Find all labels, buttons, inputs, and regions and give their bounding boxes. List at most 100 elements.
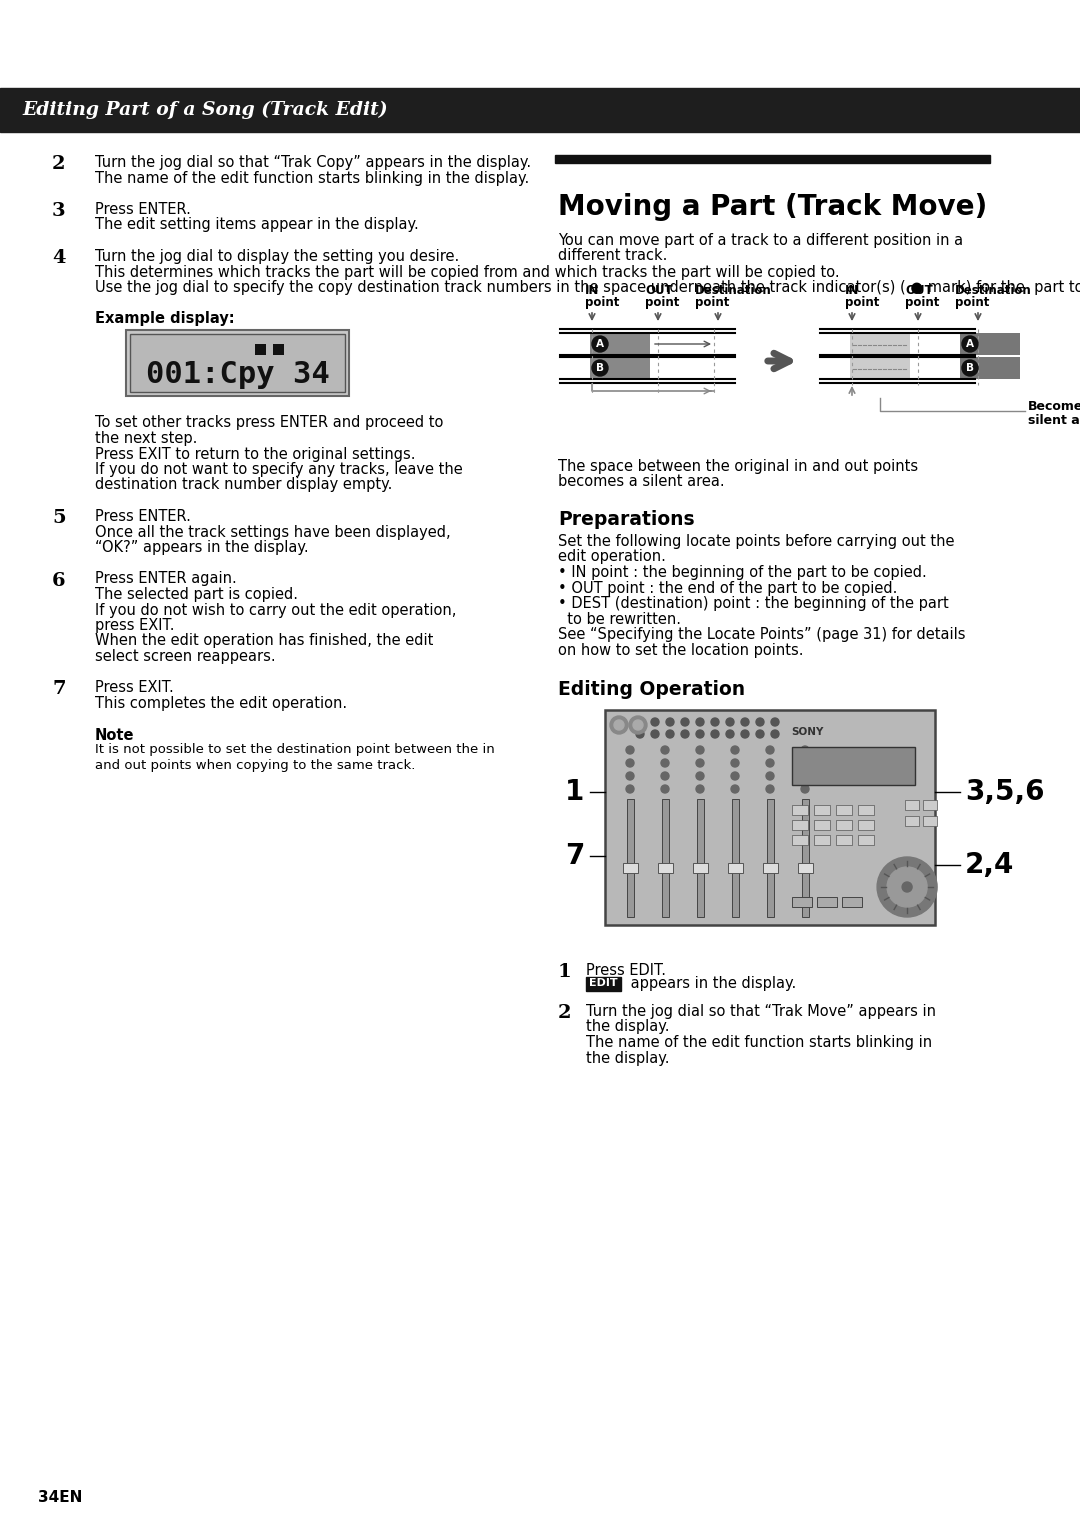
Bar — [792, 805, 808, 814]
Text: the display.: the display. — [586, 1051, 670, 1065]
Text: When the edit operation has finished, the edit: When the edit operation has finished, th… — [95, 634, 433, 648]
Bar — [0, 89, 1080, 131]
Text: 1: 1 — [558, 963, 571, 981]
Bar — [813, 834, 829, 845]
Text: the display.: the display. — [586, 1019, 670, 1034]
Circle shape — [741, 718, 750, 726]
Text: The name of the edit function starts blinking in: The name of the edit function starts bli… — [586, 1034, 932, 1050]
Text: 2,4: 2,4 — [966, 851, 1014, 879]
Circle shape — [592, 361, 608, 376]
Circle shape — [801, 759, 809, 767]
Text: IN: IN — [845, 284, 860, 296]
Circle shape — [771, 718, 779, 726]
Text: 2: 2 — [558, 1004, 571, 1022]
Text: 3: 3 — [52, 202, 66, 220]
Circle shape — [626, 772, 634, 779]
Text: • OUT point : the end of the part to be copied.: • OUT point : the end of the part to be … — [558, 581, 897, 596]
Bar — [960, 333, 1020, 354]
Text: The edit setting items appear in the display.: The edit setting items appear in the dis… — [95, 217, 419, 232]
Circle shape — [801, 746, 809, 753]
Text: EDIT: EDIT — [590, 978, 618, 989]
Circle shape — [731, 785, 739, 793]
Bar — [605, 711, 935, 924]
Bar — [841, 897, 862, 908]
Text: different track.: different track. — [558, 249, 667, 263]
Bar — [923, 801, 937, 810]
Text: The selected part is copied.: The selected part is copied. — [95, 587, 298, 602]
Circle shape — [766, 785, 774, 793]
Bar — [923, 816, 937, 827]
Circle shape — [756, 730, 764, 738]
Text: edit operation.: edit operation. — [558, 550, 666, 564]
Text: 7: 7 — [52, 680, 66, 698]
Bar — [960, 358, 1020, 379]
Bar — [130, 333, 345, 391]
Bar — [905, 801, 919, 810]
Circle shape — [756, 718, 764, 726]
Bar — [836, 821, 851, 830]
Text: The name of the edit function starts blinking in the display.: The name of the edit function starts bli… — [95, 171, 529, 185]
Text: point: point — [696, 296, 729, 309]
Text: B: B — [966, 364, 974, 373]
Bar — [792, 834, 808, 845]
Circle shape — [651, 718, 659, 726]
Circle shape — [696, 718, 704, 726]
Bar — [693, 863, 708, 872]
Text: 4: 4 — [52, 249, 66, 267]
Text: silent area: silent area — [1028, 414, 1080, 428]
Text: B: B — [596, 364, 604, 373]
Text: point: point — [905, 296, 940, 309]
Bar — [728, 863, 743, 872]
Bar — [590, 333, 650, 354]
Circle shape — [962, 336, 978, 351]
Circle shape — [902, 882, 913, 892]
Bar — [836, 805, 851, 814]
Bar — [792, 897, 811, 908]
Circle shape — [766, 772, 774, 779]
Circle shape — [666, 730, 674, 738]
Text: This determines which tracks the part will be copied from and which tracks the p: This determines which tracks the part wi… — [95, 264, 839, 280]
Bar — [858, 821, 874, 830]
Text: To set other tracks press ENTER and proceed to: To set other tracks press ENTER and proc… — [95, 416, 444, 431]
Bar — [850, 358, 910, 379]
Text: point: point — [585, 296, 619, 309]
Circle shape — [696, 785, 704, 793]
Text: 34EN: 34EN — [38, 1490, 82, 1505]
Text: point: point — [845, 296, 879, 309]
Text: SONY: SONY — [792, 727, 824, 736]
Circle shape — [615, 720, 624, 730]
Text: IN: IN — [585, 284, 599, 296]
Text: 5: 5 — [52, 509, 66, 527]
Text: select screen reappears.: select screen reappears. — [95, 649, 275, 665]
Text: Becomes: Becomes — [1028, 399, 1080, 413]
Text: Preparations: Preparations — [558, 510, 694, 529]
Circle shape — [661, 746, 669, 753]
Bar — [658, 863, 673, 872]
Circle shape — [731, 746, 739, 753]
Circle shape — [681, 730, 689, 738]
Circle shape — [731, 759, 739, 767]
Text: Turn the jog dial so that “Trak Move” appears in: Turn the jog dial so that “Trak Move” ap… — [586, 1004, 936, 1019]
Text: Destination: Destination — [955, 284, 1031, 296]
Circle shape — [877, 857, 937, 917]
Text: Use the jog dial to specify the copy destination track numbers in the space unde: Use the jog dial to specify the copy des… — [95, 280, 1080, 295]
Circle shape — [801, 785, 809, 793]
Text: The space between the original in and out points: The space between the original in and ou… — [558, 458, 918, 474]
Circle shape — [696, 746, 704, 753]
Text: Press EXIT to return to the original settings.: Press EXIT to return to the original set… — [95, 446, 416, 461]
Bar — [816, 897, 837, 908]
Bar — [858, 805, 874, 814]
Bar — [792, 821, 808, 830]
Text: Example display:: Example display: — [95, 312, 234, 327]
Circle shape — [636, 718, 644, 726]
Text: Press EXIT.: Press EXIT. — [95, 680, 174, 695]
Text: See “Specifying the Locate Points” (page 31) for details: See “Specifying the Locate Points” (page… — [558, 626, 966, 642]
Circle shape — [681, 718, 689, 726]
Text: 3,5,6: 3,5,6 — [966, 778, 1044, 805]
Text: Press ENTER.: Press ENTER. — [95, 509, 191, 524]
Text: on how to set the location points.: on how to set the location points. — [558, 642, 804, 657]
Circle shape — [626, 785, 634, 793]
Bar — [813, 821, 829, 830]
Text: “OK?” appears in the display.: “OK?” appears in the display. — [95, 539, 309, 555]
Circle shape — [661, 759, 669, 767]
